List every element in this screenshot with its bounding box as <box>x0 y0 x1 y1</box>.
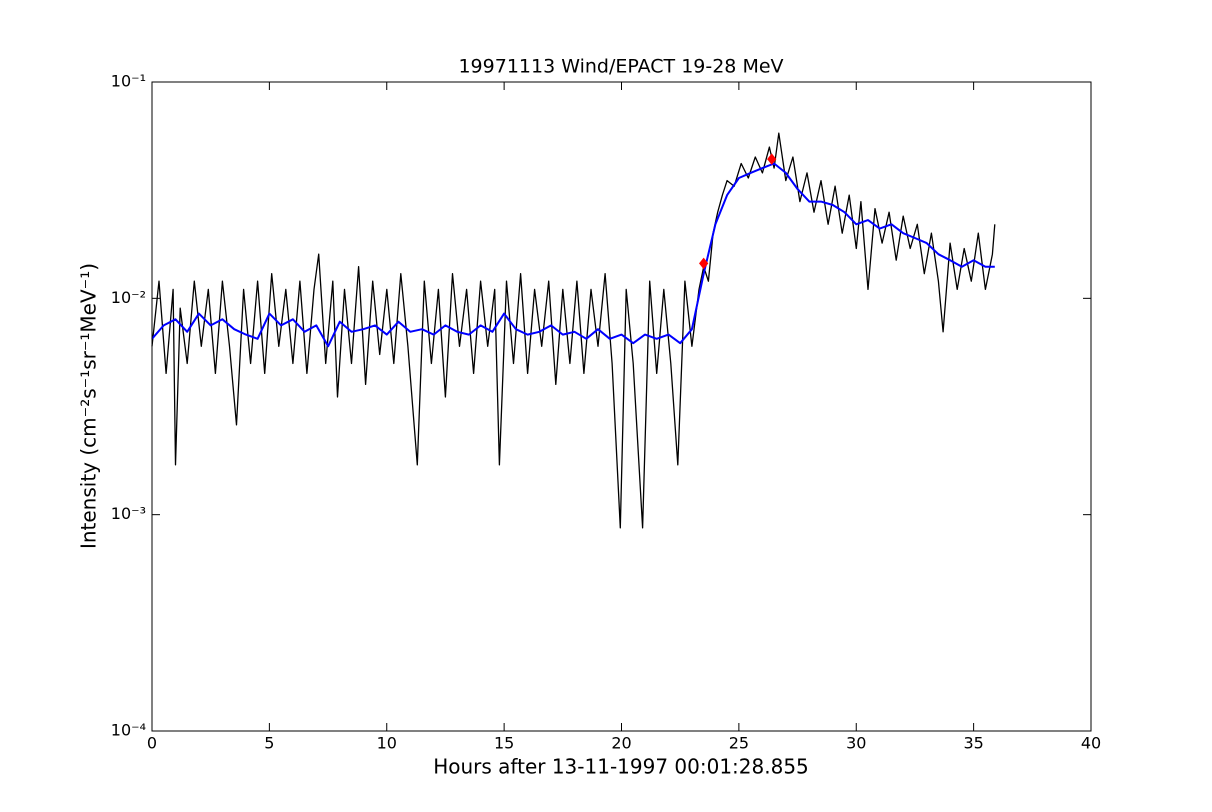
x-tick-label: 10 <box>377 734 397 753</box>
x-tick-label: 40 <box>1081 734 1101 753</box>
y-tick-label: 10⁻¹ <box>111 72 146 91</box>
y-tick-label: 10⁻⁴ <box>111 721 146 740</box>
y-tick-label: 10⁻³ <box>111 504 146 523</box>
x-tick-label: 30 <box>846 734 866 753</box>
x-tick-label: 15 <box>494 734 514 753</box>
x-tick-label: 25 <box>729 734 749 753</box>
x-tick-label: 20 <box>611 734 631 753</box>
marker <box>767 153 777 165</box>
chart-title: 19971113 Wind/EPACT 19-28 MeV <box>458 56 783 78</box>
plot-frame <box>151 81 1092 732</box>
series-line <box>151 132 996 529</box>
series-line <box>151 162 995 348</box>
x-axis-label: Hours after 13-11-1997 00:01:28.855 <box>433 755 809 779</box>
y-axis-label: Intensity (cm⁻²s⁻¹sr⁻¹MeV⁻¹) <box>77 263 101 549</box>
marker <box>699 257 709 270</box>
x-tick-label: 0 <box>147 734 157 753</box>
x-tick-label: 35 <box>963 734 983 753</box>
y-tick-label: 10⁻² <box>111 288 146 307</box>
x-tick-label: 5 <box>264 734 274 753</box>
